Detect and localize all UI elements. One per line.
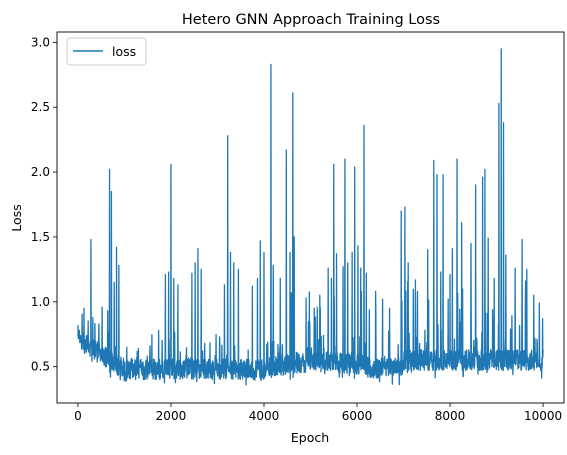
y-axis: 0.5 1.0 1.5 2.0 2.5 3.0 xyxy=(31,35,57,374)
x-tick-label: 2000 xyxy=(156,409,187,423)
y-tick-label: 1.0 xyxy=(31,295,50,309)
plot-frame xyxy=(56,31,565,404)
x-tick-label: 4000 xyxy=(249,409,280,423)
y-tick-label: 3.0 xyxy=(31,35,50,49)
x-tick-label: 6000 xyxy=(342,409,373,423)
series-line-loss xyxy=(77,48,544,386)
x-tick-label: 0 xyxy=(74,409,82,423)
x-axis-label: Epoch xyxy=(291,430,329,445)
x-tick-label: 8000 xyxy=(435,409,466,423)
y-tick-label: 1.5 xyxy=(31,230,50,244)
y-tick-label: 2.0 xyxy=(31,165,50,179)
x-tick-label: 10000 xyxy=(524,409,562,423)
legend: loss xyxy=(66,37,147,66)
y-tick-label: 0.5 xyxy=(31,360,50,374)
legend-label-loss: loss xyxy=(112,44,136,59)
plot-layer xyxy=(77,48,544,386)
legend-box xyxy=(66,37,147,66)
chart-title: Hetero GNN Approach Training Loss xyxy=(182,12,440,28)
x-axis: 0 2000 4000 6000 8000 10000 xyxy=(74,403,562,423)
y-tick-label: 2.5 xyxy=(31,100,50,114)
y-axis-label: Loss xyxy=(9,204,24,231)
